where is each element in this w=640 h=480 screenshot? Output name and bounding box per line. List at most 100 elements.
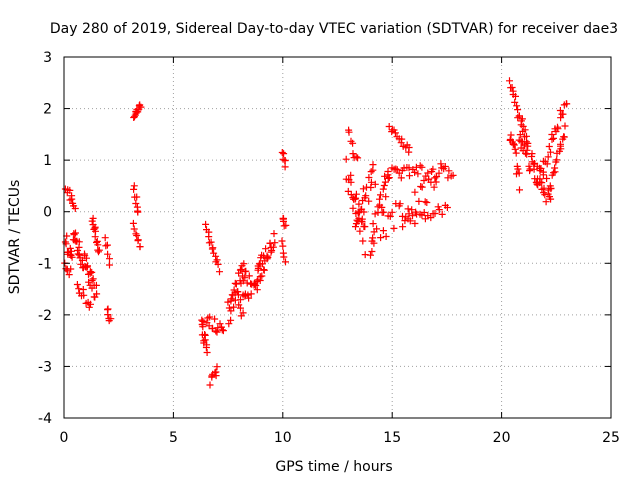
data-point (95, 248, 102, 256)
data-point (212, 368, 220, 376)
data-point (406, 172, 413, 180)
data-point (430, 183, 438, 191)
data-point (278, 149, 286, 156)
data-point (411, 188, 419, 196)
data-point (347, 171, 355, 179)
data-point (547, 195, 555, 203)
data-point (278, 237, 286, 245)
data-point (385, 123, 393, 130)
data-point (431, 174, 439, 182)
data-point (409, 212, 416, 220)
data-point (386, 212, 394, 220)
data-point (380, 182, 388, 189)
data-point (392, 165, 400, 173)
data-point (418, 163, 426, 171)
data-point (435, 206, 443, 214)
data-point (209, 244, 217, 252)
data-point (396, 200, 404, 208)
y-axis-label: SDTVAR / TECUs (7, 180, 23, 295)
data-point (352, 210, 360, 217)
data-point (513, 102, 521, 110)
data-point (550, 169, 557, 177)
data-point (67, 247, 75, 255)
data-point (512, 92, 519, 100)
data-point (205, 233, 213, 241)
data-point (260, 266, 268, 274)
data-point (380, 208, 388, 216)
data-point (381, 178, 389, 186)
data-point (547, 184, 555, 192)
data-point (134, 208, 142, 216)
data-point (404, 205, 412, 213)
data-point (203, 341, 211, 349)
data-point (510, 140, 517, 148)
data-point (371, 180, 379, 188)
x-tick-label: 5 (169, 430, 178, 446)
data-point (269, 243, 277, 251)
data-point (133, 232, 141, 239)
data-point (523, 146, 531, 154)
data-point (381, 172, 389, 180)
data-point (543, 160, 551, 168)
data-series-sdtvar (61, 77, 571, 389)
y-tick-label: 1 (43, 153, 52, 169)
y-tick-label: -1 (38, 256, 52, 272)
chart-title: Day 280 of 2019, Sidereal Day-to-day VTE… (50, 21, 618, 37)
data-point (106, 261, 113, 269)
data-point (233, 288, 241, 296)
data-point (367, 251, 374, 259)
data-point (432, 178, 440, 186)
data-point (95, 246, 103, 254)
x-tick-label: 15 (383, 430, 401, 446)
data-point (542, 198, 550, 206)
data-point (216, 320, 224, 328)
data-point (384, 174, 392, 182)
data-point (91, 233, 99, 241)
data-point (408, 206, 416, 214)
data-point (65, 271, 73, 279)
y-tick-label: -3 (38, 359, 52, 375)
data-point (130, 225, 138, 233)
data-point (379, 185, 387, 193)
data-point (239, 277, 247, 285)
data-point (379, 227, 387, 235)
data-point (211, 315, 219, 323)
data-point (520, 140, 528, 148)
data-point (352, 223, 359, 231)
data-point (449, 171, 457, 179)
data-point (516, 186, 523, 194)
data-point (253, 277, 261, 285)
data-point (516, 131, 524, 139)
data-point (358, 218, 366, 226)
data-point (445, 167, 453, 175)
data-point (420, 209, 428, 216)
data-point (512, 149, 520, 157)
data-point (405, 144, 413, 151)
x-tick-label: 0 (60, 430, 69, 446)
data-point (230, 303, 238, 311)
data-point (515, 112, 523, 120)
data-point (391, 129, 399, 137)
data-point (355, 200, 363, 208)
data-point (245, 294, 253, 302)
data-point (369, 220, 377, 228)
data-point (347, 178, 355, 186)
data-point (237, 296, 244, 304)
y-tick-label: 2 (43, 102, 52, 118)
data-point (227, 307, 235, 315)
data-point (67, 265, 75, 273)
data-point (86, 268, 94, 276)
data-point (414, 170, 422, 178)
data-point (554, 125, 562, 133)
data-point (270, 230, 278, 238)
data-point (362, 192, 370, 200)
data-point (524, 139, 532, 147)
data-point (511, 145, 519, 153)
data-point (280, 253, 288, 261)
data-point (441, 163, 449, 170)
data-point (416, 162, 424, 170)
data-point (443, 204, 451, 211)
data-point (70, 231, 78, 239)
data-point (244, 291, 252, 299)
